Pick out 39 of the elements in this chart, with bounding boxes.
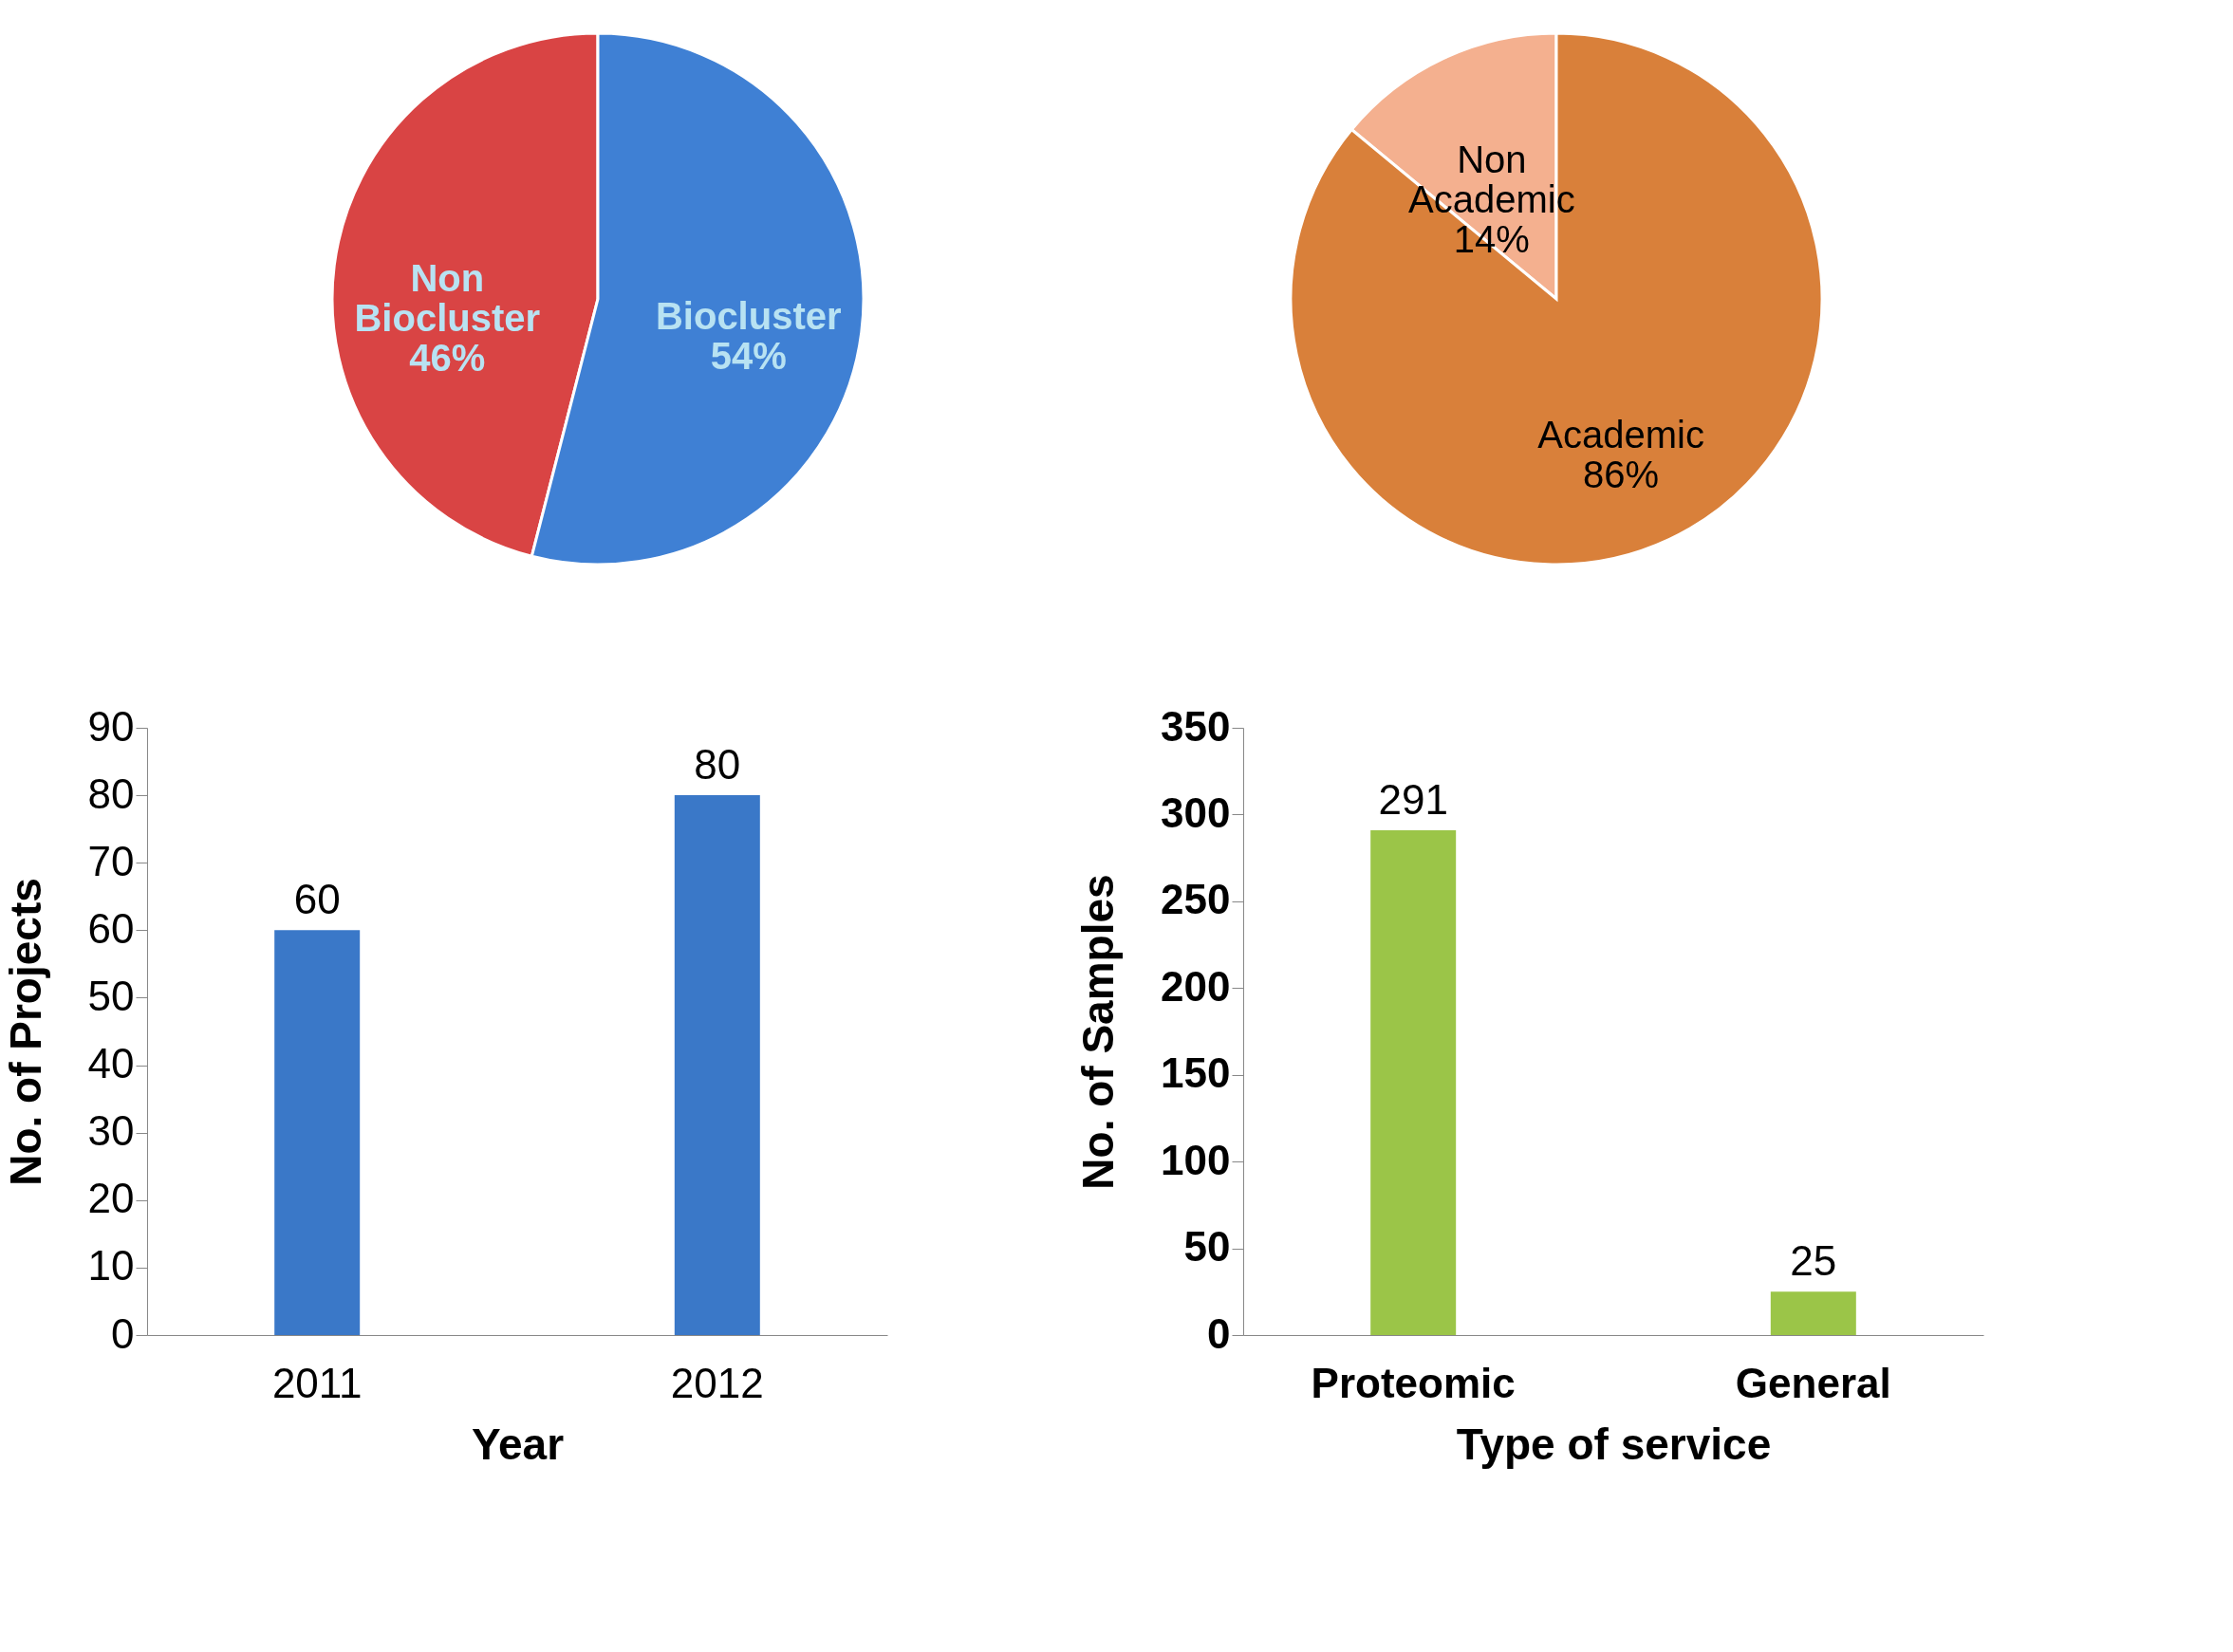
- y-tick-label: 40: [87, 1040, 135, 1087]
- data-label: 80: [694, 741, 741, 789]
- y-tick-label: 50: [1183, 1223, 1231, 1271]
- y-tick-label: 300: [1161, 789, 1231, 836]
- y-tick-label: 90: [87, 702, 135, 750]
- pie-slice: [1289, 31, 1824, 566]
- x-tick-label: General: [1735, 1359, 1891, 1406]
- y-tick-label: 0: [111, 1309, 135, 1357]
- y-tick-label: 250: [1161, 876, 1231, 923]
- data-label: 54%: [710, 335, 787, 378]
- data-label: 291: [1378, 775, 1448, 823]
- slice-label: Biocluster: [655, 295, 842, 338]
- data-label: 86%: [1583, 453, 1660, 495]
- y-tick-label: 20: [87, 1175, 135, 1222]
- y-axis-title: No. of Samples: [1073, 874, 1124, 1190]
- y-tick-label: 50: [87, 972, 135, 1019]
- y-tick-label: 60: [87, 904, 135, 952]
- y-axis-title: No. of Projects: [0, 878, 50, 1186]
- x-axis-title: Year: [471, 1419, 565, 1469]
- data-label: 60: [293, 876, 341, 923]
- y-tick-label: 350: [1161, 702, 1231, 750]
- slice-label: Non Academic: [1408, 139, 1575, 221]
- x-tick-label: Proteomic: [1311, 1359, 1516, 1406]
- y-tick-label: 200: [1161, 962, 1231, 1010]
- y-tick-label: 70: [87, 837, 135, 884]
- y-tick-label: 0: [1207, 1309, 1231, 1357]
- x-axis-title: Type of service: [1456, 1419, 1772, 1469]
- slice-label: Academic: [1537, 413, 1704, 455]
- data-label: 46%: [409, 336, 486, 379]
- data-label: 14%: [1453, 218, 1530, 261]
- y-tick-label: 10: [87, 1242, 135, 1290]
- slice-label: Non Biocluster: [354, 256, 541, 339]
- y-tick-label: 150: [1161, 1049, 1231, 1097]
- y-tick-label: 30: [87, 1107, 135, 1155]
- y-tick-label: 100: [1161, 1136, 1231, 1183]
- x-tick-label: 2011: [271, 1359, 363, 1406]
- x-tick-label: 2012: [670, 1359, 764, 1406]
- y-tick-label: 80: [87, 770, 135, 817]
- data-label: 25: [1790, 1237, 1837, 1285]
